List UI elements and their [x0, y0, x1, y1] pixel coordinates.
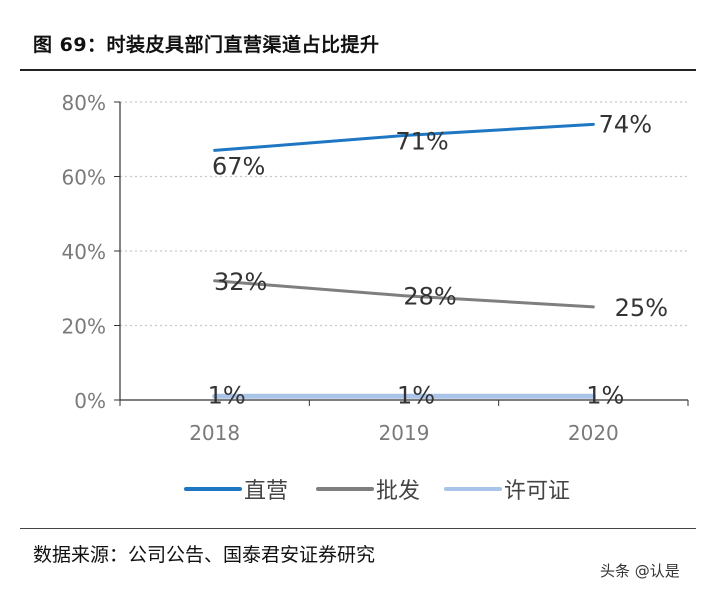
y-tick-label: 0%: [74, 389, 106, 413]
y-tick-label: 20%: [62, 315, 106, 339]
line-chart: 0% 20% 40% 60% 80% 2018 2019 2020 67% 71% 74% 32% 28…: [62, 91, 689, 504]
watermark: 头条 @认是: [600, 562, 680, 580]
data-label: 1%: [397, 381, 435, 409]
data-label: 1%: [208, 381, 246, 409]
data-label: 32%: [214, 268, 267, 296]
data-label: 28%: [403, 283, 456, 311]
title-rule: [20, 69, 696, 71]
data-label: 67%: [212, 152, 265, 180]
data-label: 25%: [615, 294, 668, 322]
data-label: 71%: [395, 128, 448, 156]
legend-label: 直营: [244, 479, 288, 504]
legend-label: 许可证: [504, 479, 570, 504]
y-tick-label: 40%: [62, 240, 106, 264]
x-tick-label: 2018: [189, 421, 240, 445]
y-tick-label: 60%: [62, 166, 106, 190]
series-line-1: [213, 122, 595, 152]
legend-label: 批发: [376, 479, 420, 504]
series-line-2: [213, 279, 595, 309]
source-note: 数据来源：公司公告、国泰君安证券研究: [33, 544, 376, 566]
source-rule: [20, 528, 696, 529]
y-tick-label: 80%: [62, 91, 106, 115]
figure-title: 图 69：时装皮具部门直营渠道占比提升: [33, 34, 380, 56]
data-label: 74%: [599, 110, 652, 138]
x-tick-label: 2019: [379, 421, 430, 445]
x-tick-label: 2020: [568, 421, 619, 445]
data-label: 1%: [586, 381, 624, 409]
